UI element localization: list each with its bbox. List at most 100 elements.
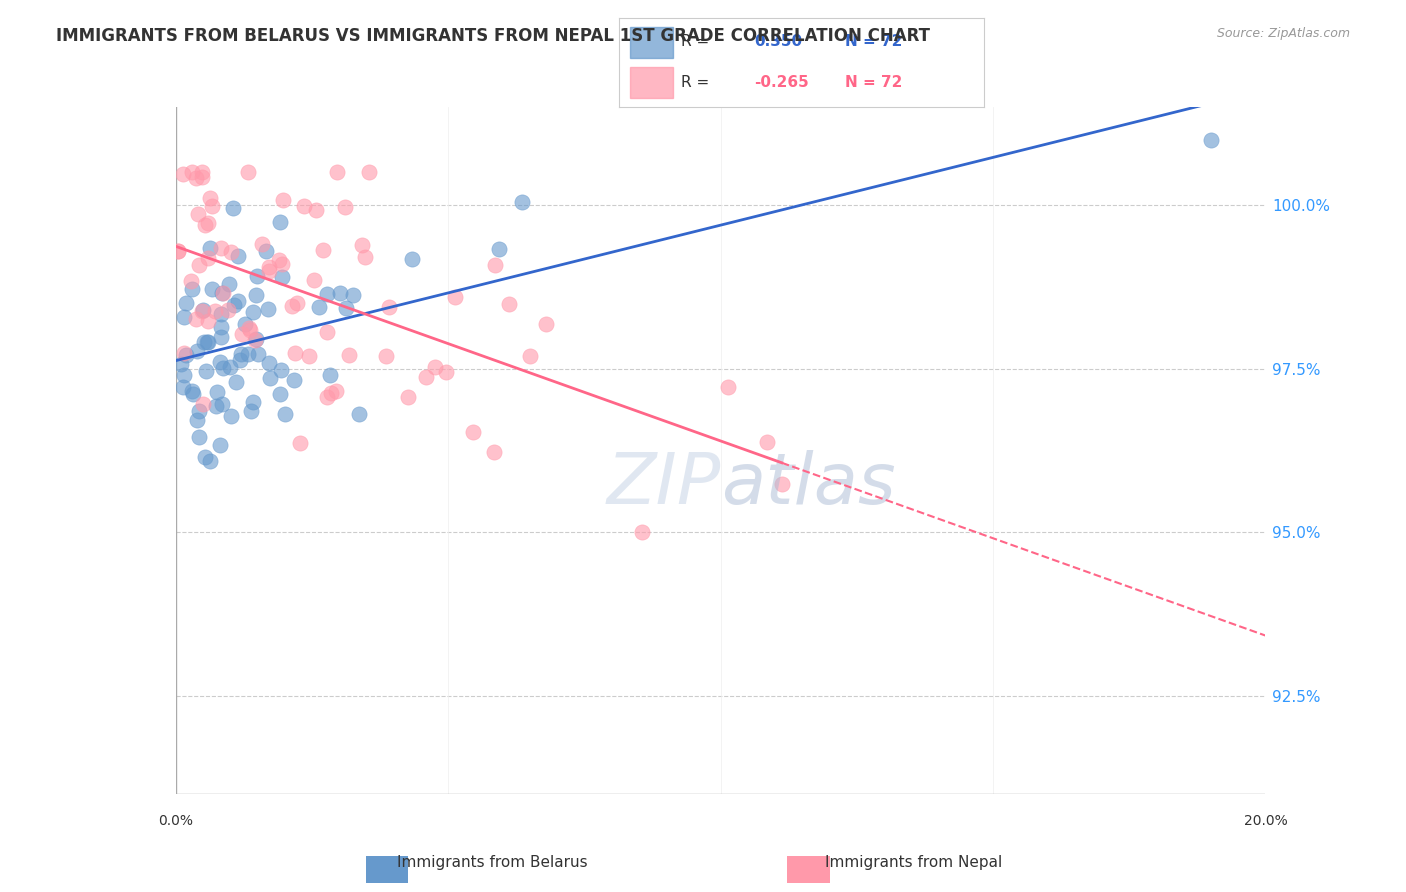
Point [434,365,457,379]
Point [172,380,194,394]
Text: N = 72: N = 72 [845,35,903,49]
Point [181,165,204,179]
Point [167,244,190,259]
Text: Immigrants from Nepal: Immigrants from Nepal [825,855,1002,870]
Point [315,287,337,301]
Point [209,330,232,344]
Point [312,244,335,258]
Point [191,165,214,179]
Point [290,436,312,450]
Point [239,323,262,337]
Point [193,335,215,350]
Point [209,320,232,334]
Point [197,251,219,265]
Point [195,364,218,378]
Point [236,347,259,361]
Point [271,257,294,271]
Point [256,301,278,316]
Point [187,403,209,417]
Text: 0.350: 0.350 [754,35,801,49]
Point [231,326,253,341]
Point [197,216,219,230]
Point [352,238,374,252]
Point [461,425,484,439]
Point [173,346,195,360]
Point [170,358,193,372]
Text: atlas: atlas [721,450,896,519]
Point [242,395,264,409]
Text: Immigrants from Belarus: Immigrants from Belarus [396,855,588,870]
Point [212,360,235,375]
Point [401,252,423,267]
Point [208,355,231,369]
Point [287,295,309,310]
Point [284,346,307,360]
Point [271,269,294,284]
Point [484,258,506,272]
Point [211,397,233,411]
Point [378,300,401,314]
Point [396,390,419,404]
Point [207,384,229,399]
Point [281,299,304,313]
Point [246,347,269,361]
Text: R =: R = [681,75,709,89]
Point [274,407,297,421]
Point [245,288,267,302]
Point [259,370,281,384]
Point [217,303,239,318]
Point [233,317,256,331]
Point [193,302,215,317]
Point [180,274,202,288]
Point [259,264,281,278]
Point [254,244,277,258]
Point [240,404,263,418]
Point [194,450,217,465]
Point [225,375,247,389]
Point [374,349,396,363]
Text: R =: R = [681,35,709,49]
Point [631,524,654,539]
Point [173,368,195,382]
Text: ZIP: ZIP [606,450,721,519]
Text: 0.0%: 0.0% [159,814,193,828]
Point [183,387,205,401]
Point [195,334,218,349]
Point [246,268,269,283]
Point [174,348,197,362]
Point [498,297,520,311]
Point [316,390,339,404]
Point [257,260,280,275]
Point [250,236,273,251]
Point [186,311,208,326]
Point [342,288,364,302]
Point [415,370,437,384]
Point [191,397,214,411]
Point [221,244,243,259]
Point [271,193,294,207]
Point [534,318,557,332]
Point [174,296,197,310]
Point [347,407,370,421]
Point [236,165,259,179]
Point [316,325,339,339]
Point [211,285,233,300]
Point [319,368,342,382]
Text: IMMIGRANTS FROM BELARUS VS IMMIGRANTS FROM NEPAL 1ST GRADE CORRELATION CHART: IMMIGRANTS FROM BELARUS VS IMMIGRANTS FR… [56,27,931,45]
Point [229,352,252,367]
Point [319,386,342,401]
Point [257,356,280,370]
Point [188,258,211,272]
Point [194,219,217,233]
Point [186,413,208,427]
Point [238,321,260,335]
Point [201,199,224,213]
Text: Source: ZipAtlas.com: Source: ZipAtlas.com [1216,27,1350,40]
Point [211,285,233,300]
Point [770,477,793,491]
Point [717,380,740,394]
Point [197,335,219,350]
Point [335,200,357,214]
Point [270,362,292,376]
Point [302,273,325,287]
